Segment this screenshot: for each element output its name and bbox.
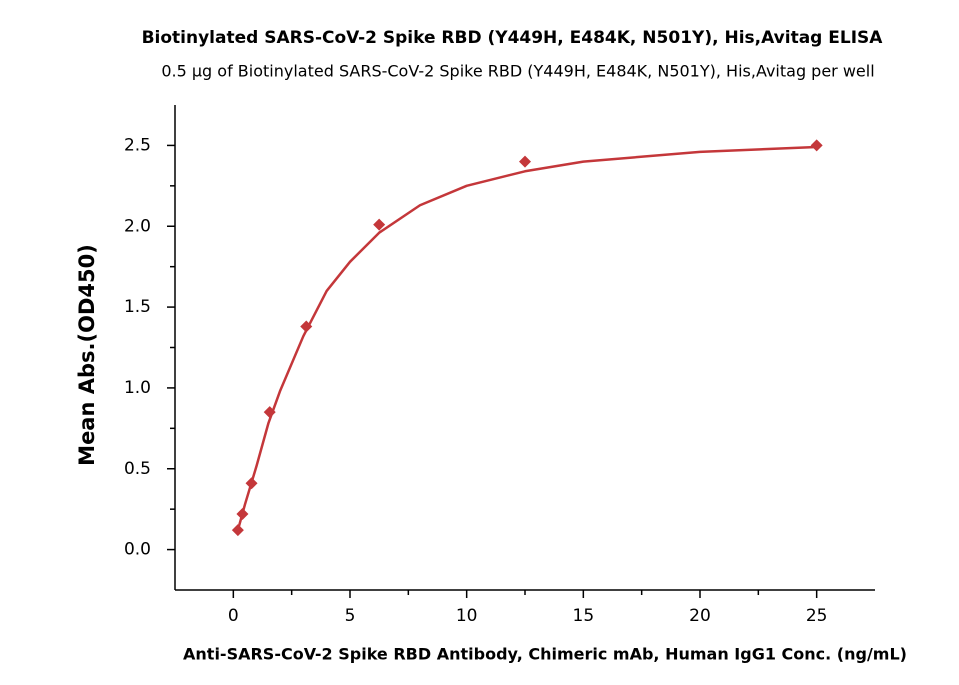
x-tick-label: 10 bbox=[456, 606, 478, 626]
data-point bbox=[236, 508, 249, 521]
x-tick-label: 15 bbox=[573, 606, 595, 626]
chart-title: Biotinylated SARS-CoV-2 Spike RBD (Y449H… bbox=[142, 28, 884, 48]
y-tick-label: 0.5 bbox=[124, 459, 151, 479]
fit-curve bbox=[236, 145, 817, 531]
y-tick-label: 0.0 bbox=[124, 540, 151, 560]
y-tick-label: 2.5 bbox=[124, 135, 151, 155]
x-tick-label: 0 bbox=[228, 606, 239, 626]
y-tick-label: 2.0 bbox=[124, 216, 151, 236]
x-tick-label: 25 bbox=[806, 606, 828, 626]
data-point bbox=[810, 139, 823, 152]
data-point bbox=[519, 155, 531, 168]
data-point bbox=[263, 406, 276, 419]
y-tick-label: 1.0 bbox=[124, 378, 151, 398]
x-axis-label: Anti-SARS-CoV-2 Spike RBD Antibody, Chim… bbox=[183, 645, 907, 664]
data-point bbox=[373, 218, 386, 231]
data-point bbox=[231, 524, 244, 537]
x-tick-label: 20 bbox=[689, 606, 711, 626]
data-point bbox=[245, 477, 258, 490]
chart-subtitle: 0.5 μg of Biotinylated SARS-CoV-2 Spike … bbox=[161, 62, 874, 81]
x-tick-label: 5 bbox=[345, 606, 356, 626]
y-tick-label: 1.5 bbox=[124, 297, 151, 317]
y-axis-label: Mean Abs.(OD450) bbox=[75, 244, 99, 466]
data-point bbox=[300, 320, 313, 333]
